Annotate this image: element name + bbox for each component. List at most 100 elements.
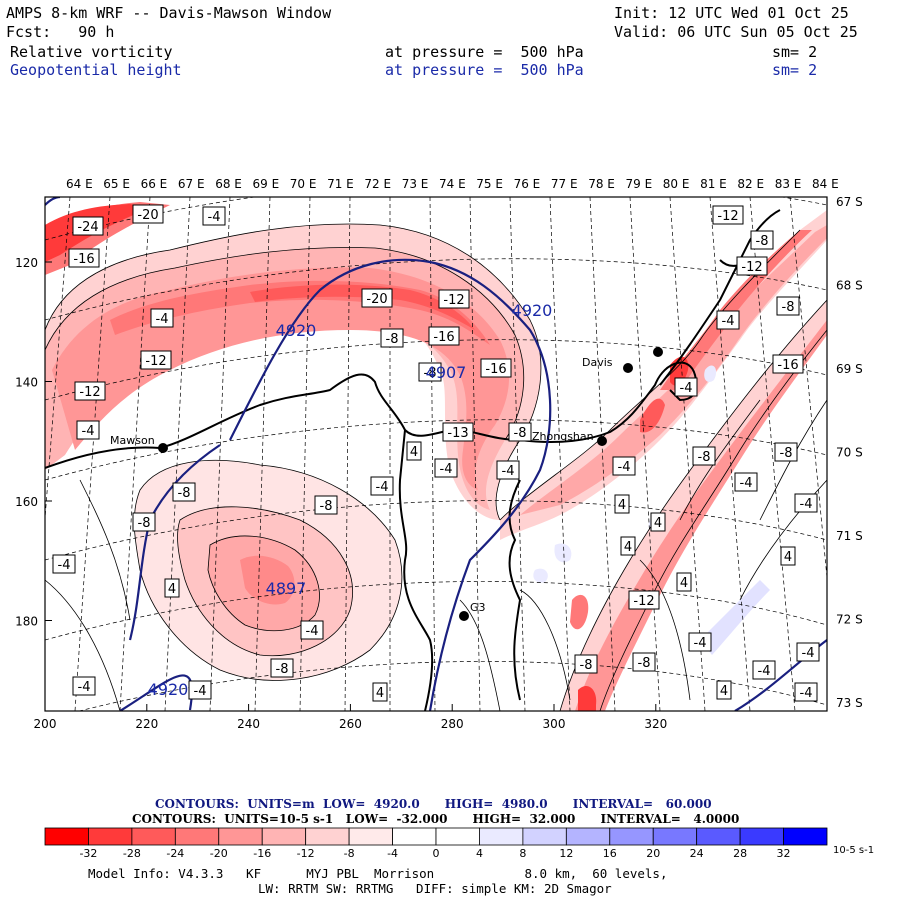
lon-label: 66 E: [141, 177, 168, 191]
vort-label-box: [428, 326, 460, 346]
vort-label: -12: [443, 293, 464, 308]
vort-label: -4: [800, 686, 813, 701]
lon-label: 68 E: [215, 177, 242, 191]
vort-label: -4: [680, 381, 693, 396]
lon-label: 73 E: [402, 177, 429, 191]
field1-smoothing: sm= 2: [772, 43, 818, 61]
left-y-ticks: 120 140 160 180: [15, 256, 52, 629]
vort-label-box: [614, 494, 630, 514]
vort-label: -8: [638, 656, 651, 671]
vort-label-box: [480, 358, 512, 378]
vort-label: -24: [77, 220, 98, 235]
field1-level: at pressure = 500 hPa: [385, 43, 584, 61]
vort-label: -8: [138, 516, 151, 531]
colorbar-label: 32: [777, 847, 791, 860]
vort-label: -4: [802, 646, 815, 661]
lat-label: 73 S: [836, 696, 863, 710]
vort-label: -16: [485, 362, 506, 377]
vort-label: -8: [782, 300, 795, 315]
lon-label: 67 E: [178, 177, 205, 191]
lon-label: 81 E: [700, 177, 727, 191]
colorbar-label: 0: [433, 847, 440, 860]
colorbar-segment: [522, 827, 567, 846]
vort-label: -4: [58, 558, 71, 573]
colorbar-segment: [131, 827, 176, 846]
vort-label: -8: [276, 662, 289, 677]
colorbar-segment: [392, 827, 437, 846]
lat-label: 67 S: [836, 195, 863, 209]
colorbar-label: -16: [253, 847, 271, 860]
station-marker: [158, 443, 168, 453]
vort-label: 4: [618, 498, 626, 513]
station-name: G3: [470, 601, 486, 614]
vort-label: -12: [145, 354, 166, 369]
colorbar-segment: [174, 827, 220, 846]
vort-label-box: [372, 682, 388, 702]
colorbar: -32 -28 -24 -20 -16 -12 -8 -4 0 4 8 12 16 20 24 28 32 10-…: [44, 827, 874, 860]
vort-label: -4: [306, 624, 319, 639]
vort-label: 4: [376, 686, 384, 701]
station-marker: [597, 436, 607, 446]
vort-label: -12: [717, 209, 738, 224]
station-marker: [623, 363, 633, 373]
model-info-2: LW: RRTM SW: RRTMG DIFF: simple KM: 2D S…: [258, 881, 612, 896]
vort-label: -4: [82, 424, 95, 439]
vort-label: -4: [502, 464, 515, 479]
vort-label-box: [300, 620, 324, 640]
lon-label: 80 E: [663, 177, 690, 191]
vort-label-box: [188, 680, 212, 700]
vort-label-box: [140, 350, 172, 370]
vort-label: -8: [756, 234, 769, 249]
station-marker: [459, 611, 469, 621]
colorbar-label: 12: [559, 847, 573, 860]
vort-label: -16: [433, 330, 454, 345]
vort-label-box: [270, 658, 294, 678]
lon-label: 75 E: [476, 177, 503, 191]
contours-height-info: CONTOURS: UNITS=m LOW= 4920.0 HIGH= 4980…: [155, 797, 712, 811]
vort-label-box: [612, 456, 636, 476]
x-tick-label: 280: [441, 717, 464, 731]
vort-label-box: [676, 572, 692, 592]
right-lat-labels: 67 S 68 S 69 S 70 S 71 S 72 S 73 S: [836, 195, 863, 710]
vort-label-box: [434, 458, 458, 478]
vort-label: -8: [580, 658, 593, 673]
vort-label-box: [688, 632, 712, 652]
station-name: Zhongshan: [532, 430, 594, 443]
vort-label-box: [734, 472, 758, 492]
colorbar-label: 4: [476, 847, 483, 860]
vort-label-box: [508, 422, 532, 442]
vort-label-box: [406, 441, 422, 461]
colorbar-label: 20: [646, 847, 660, 860]
lon-label: 72 E: [364, 177, 391, 191]
vort-label: -4: [78, 680, 91, 695]
top-lon-labels: 64 E 65 E 66 E 67 E 68 E 69 E 70 E 71 E 72 E 73 E…: [66, 177, 839, 191]
coastline: [45, 209, 781, 711]
lon-label: 74 E: [439, 177, 466, 191]
lon-label: 83 E: [775, 177, 802, 191]
vort-label-box: [164, 578, 180, 598]
vort-label: -8: [424, 366, 437, 381]
y-tick-label: 160: [15, 495, 38, 509]
vort-label: -12: [79, 385, 100, 400]
colorbar-label: -8: [344, 847, 355, 860]
vort-label-box: [794, 682, 818, 702]
contours-vorticity-info: CONTOURS: UNITS=10-5 s-1 LOW= -32.000 HI…: [132, 812, 740, 826]
vort-label: -4: [618, 460, 631, 475]
vort-label: -12: [633, 594, 654, 609]
vort-label-box: [650, 512, 666, 532]
height-label: 4907: [426, 363, 467, 382]
x-tick-label: 240: [237, 717, 260, 731]
colorbar-label: 24: [690, 847, 704, 860]
vort-label-box: [736, 256, 768, 276]
vort-label-box: [692, 446, 716, 466]
vort-label-box: [380, 328, 404, 348]
vort-label-box: [72, 676, 96, 696]
x-tick-label: 200: [34, 717, 57, 731]
lat-label: 68 S: [836, 279, 863, 293]
lon-label: 64 E: [66, 177, 93, 191]
vort-label: -4: [194, 684, 207, 699]
vort-label: -4: [722, 314, 735, 329]
lon-label: 70 E: [290, 177, 317, 191]
lon-label: 65 E: [103, 177, 130, 191]
